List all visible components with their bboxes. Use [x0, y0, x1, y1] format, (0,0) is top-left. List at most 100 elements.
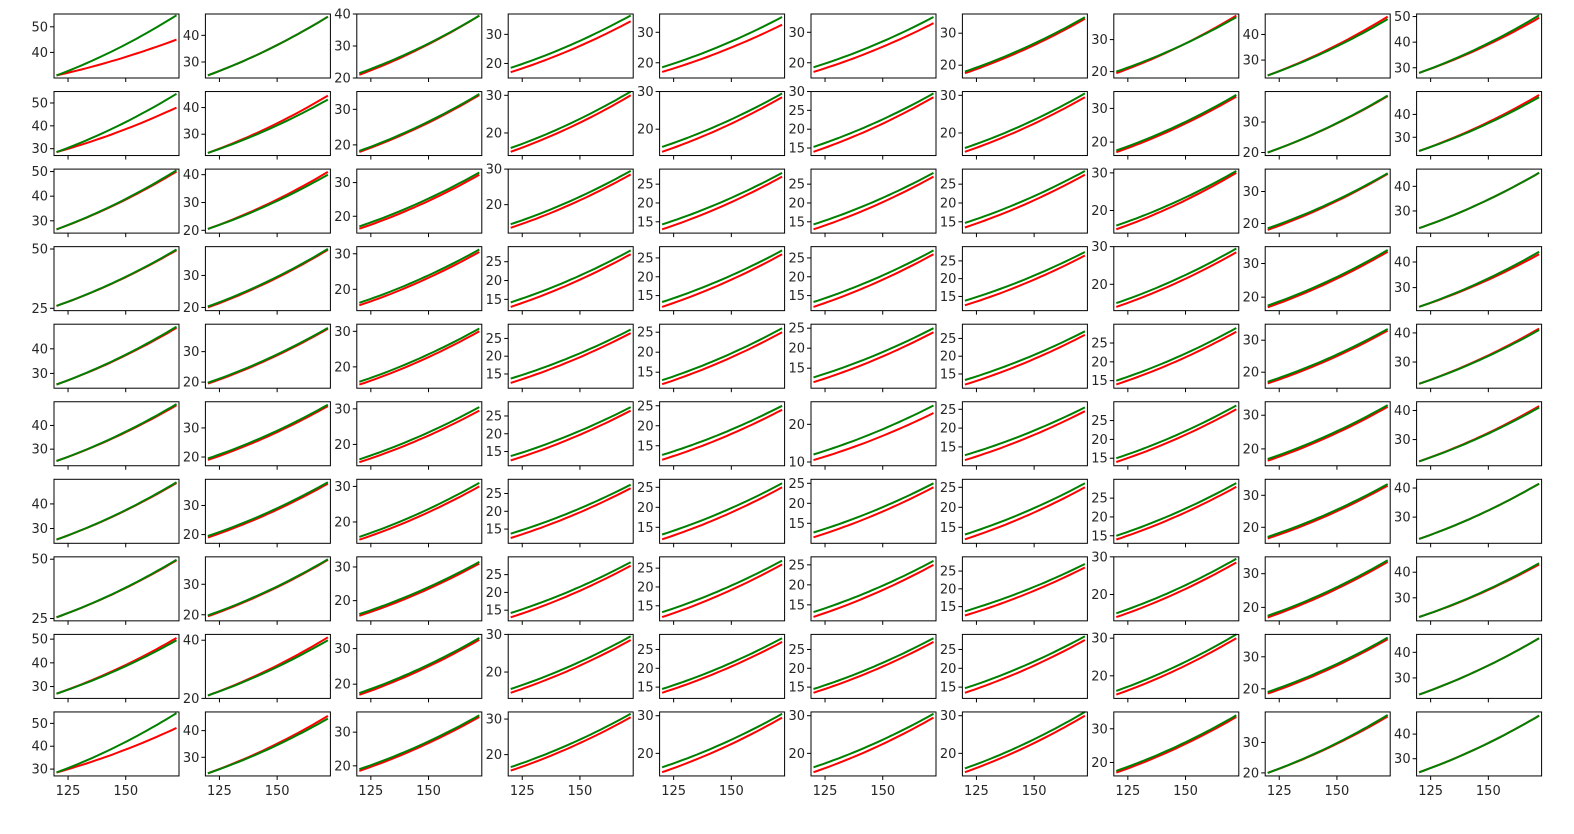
series-2-line: [510, 712, 632, 769]
subplot-r1-c5: 15 20 25 30: [788, 85, 937, 160]
series-2-line: [1267, 559, 1389, 617]
axes-frame: [53, 556, 180, 622]
y-tick-label: 25: [1091, 492, 1108, 507]
axes-frame: [1264, 556, 1391, 622]
series-2-line: [1267, 328, 1389, 383]
x-tick-label: 150: [113, 784, 138, 799]
y-tick-label: 20: [1243, 366, 1260, 381]
y-tick-label: 25: [637, 481, 654, 496]
axes-frame: [53, 168, 180, 234]
series-2-line: [358, 14, 480, 75]
subplot-r9-c3: 20 30 125 150: [486, 711, 634, 799]
y-tick-label: 30: [1394, 752, 1411, 767]
y-tick-label: 30: [31, 142, 48, 157]
y-tick-label: 30: [334, 325, 351, 340]
series-2-line: [964, 251, 1086, 302]
axes-frame: [659, 478, 786, 544]
subplot-r4-c6: 15 20 25: [940, 323, 1088, 393]
series-1-line: [510, 564, 632, 619]
series-1-line: [964, 17, 1086, 75]
axes-frame: [659, 168, 786, 234]
subplot-r3-c5: 15 20 25: [788, 246, 937, 315]
y-tick-label: 20: [637, 123, 654, 138]
y-tick-label: 15: [940, 290, 957, 305]
y-tick-label: 30: [1091, 722, 1108, 737]
series-1-line: [510, 716, 632, 772]
series-2-line: [661, 712, 783, 769]
axes-frame: [659, 401, 786, 467]
y-tick-label: 20: [1091, 204, 1108, 219]
axes-frame: [507, 633, 634, 699]
y-tick-label: 20: [183, 608, 200, 623]
series-2-line: [1267, 404, 1389, 460]
y-tick-label: 30: [1243, 409, 1260, 424]
axes-frame: [810, 168, 937, 234]
axes-frame: [356, 478, 483, 544]
subplot-r6-c6: 15 20 25: [940, 478, 1088, 548]
axes-frame: [1416, 633, 1543, 699]
axes-frame: [659, 711, 786, 777]
series-2-line: [1115, 404, 1237, 460]
axes-frame: [53, 13, 180, 79]
series-1-line: [207, 15, 329, 77]
series-1-line: [510, 409, 632, 462]
y-tick-label: 40: [1394, 646, 1411, 661]
y-tick-label: 25: [486, 487, 503, 502]
axes-frame: [53, 633, 180, 699]
series-2-line: [510, 483, 632, 535]
axes-frame: [810, 91, 937, 157]
y-tick-label: 40: [1394, 36, 1411, 51]
y-tick-label: 50: [1394, 10, 1411, 25]
subplot-r8-c0: 30 40 50: [31, 633, 180, 703]
subplot-r0-c2: 20 30 40: [334, 8, 483, 87]
series-2-line: [813, 16, 934, 69]
y-tick-label: 20: [788, 56, 805, 71]
y-tick-label: 15: [637, 439, 654, 454]
axes-frame: [53, 246, 180, 312]
series-1-line: [813, 175, 934, 231]
axes-frame: [1264, 478, 1391, 544]
y-tick-label: 30: [334, 103, 351, 118]
series-1-line: [1418, 714, 1540, 774]
axes-frame: [1113, 633, 1240, 699]
axes-frame: [1264, 246, 1391, 312]
series-2-line: [661, 16, 783, 69]
axes-frame: [507, 556, 634, 622]
series-1-line: [813, 412, 934, 462]
y-tick-label: 15: [788, 681, 805, 696]
axes-frame: [810, 401, 937, 467]
axes-frame: [961, 91, 1088, 157]
x-tick-label: 125: [964, 784, 989, 799]
axes-frame: [1416, 556, 1543, 622]
series-2-line: [661, 559, 783, 614]
axes-frame: [810, 13, 937, 79]
series-2-line: [1418, 250, 1540, 308]
y-tick-label: 40: [183, 101, 200, 116]
y-tick-label: 40: [183, 634, 200, 649]
y-tick-label: 20: [334, 759, 351, 774]
series-1-line: [813, 96, 934, 153]
subplot-r3-c3: 15 20 25: [486, 246, 634, 315]
axes-frame: [961, 711, 1088, 777]
series-1-line: [56, 726, 177, 774]
series-2-line: [358, 406, 480, 461]
series-2-line: [207, 248, 329, 308]
y-tick-label: 20: [788, 342, 805, 357]
y-tick-label: 40: [31, 656, 48, 671]
subplot-r4-c3: 15 20 25: [486, 323, 634, 393]
y-tick-label: 30: [637, 709, 654, 724]
series-1-line: [358, 485, 480, 541]
series-2-line: [510, 14, 632, 69]
series-1-line: [661, 408, 783, 461]
x-tick-label: 150: [1325, 784, 1350, 799]
series-1-line: [964, 714, 1086, 774]
series-1-line: [661, 641, 783, 694]
series-2-line: [964, 92, 1086, 149]
y-tick-label: 30: [183, 578, 200, 593]
y-tick-label: 20: [1243, 217, 1260, 232]
series-2-line: [207, 173, 329, 230]
series-1-line: [358, 251, 480, 307]
